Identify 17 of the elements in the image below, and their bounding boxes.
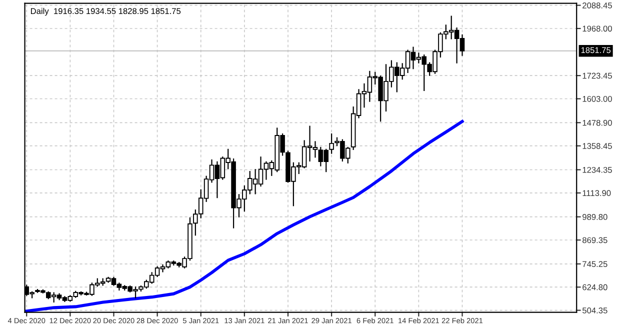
y-tick-label: 1234.35: [582, 166, 612, 173]
y-tick-label: 869.35: [582, 237, 608, 244]
y-tick-label: 1478.90: [582, 120, 612, 126]
y-tick-label: 1113.90: [582, 190, 611, 196]
y-tick-label: 1968.00: [582, 26, 612, 32]
y-tick-label: 624.80: [582, 284, 608, 290]
candlestick: [329, 133, 334, 154]
y-tick-label: 1723.45: [582, 72, 612, 79]
y-tick-label: 1358.45: [582, 143, 612, 149]
y-tick-label: 989.80: [582, 214, 608, 220]
ref-line-label: 1851.75: [581, 47, 611, 54]
text: Daily 1916.35 1934.55 1828.95 1851.75: [31, 8, 181, 16]
y-tick-label: 745.25: [582, 261, 608, 268]
y-tick-label: 2088.45: [582, 2, 612, 8]
line-series: [25, 120, 464, 312]
y-tick-label: 504.35: [582, 307, 608, 314]
y-tick-label: 1603.00: [582, 96, 612, 102]
